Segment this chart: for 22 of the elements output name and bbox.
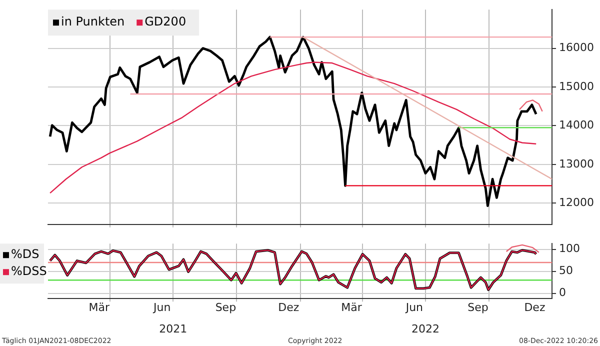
- x-tick-label: Sep: [215, 301, 236, 314]
- x-tick-label: Mär: [341, 301, 362, 314]
- y-tick-label: 14000: [559, 118, 594, 132]
- y-tick-label: 15000: [559, 80, 594, 93]
- x-tick-label: Dez: [524, 301, 546, 314]
- legend-label: in Punkten: [61, 14, 125, 29]
- x-tick-label: Dez: [278, 301, 300, 314]
- x-tick-label: Jun: [404, 301, 424, 314]
- y-tick-label: 13000: [559, 157, 594, 170]
- x-tick-label: Sep: [468, 301, 488, 314]
- x-tick-label: Jun: [152, 301, 171, 314]
- x-tick-label: Mär: [88, 301, 110, 314]
- legend-label: GD200: [144, 14, 186, 29]
- legend-label: %DS: [11, 247, 40, 262]
- y-tick-label: 0: [559, 286, 566, 300]
- legend-label: %DSS: [11, 264, 47, 278]
- x2-tick-label: 2022: [411, 322, 440, 336]
- x2-tick-label: 2021: [159, 322, 188, 336]
- y-tick-label: 100: [559, 242, 580, 256]
- y-tick-label: 12000: [559, 196, 594, 209]
- y-tick-label: 16000: [559, 41, 594, 54]
- y-tick-label: 50: [559, 264, 573, 278]
